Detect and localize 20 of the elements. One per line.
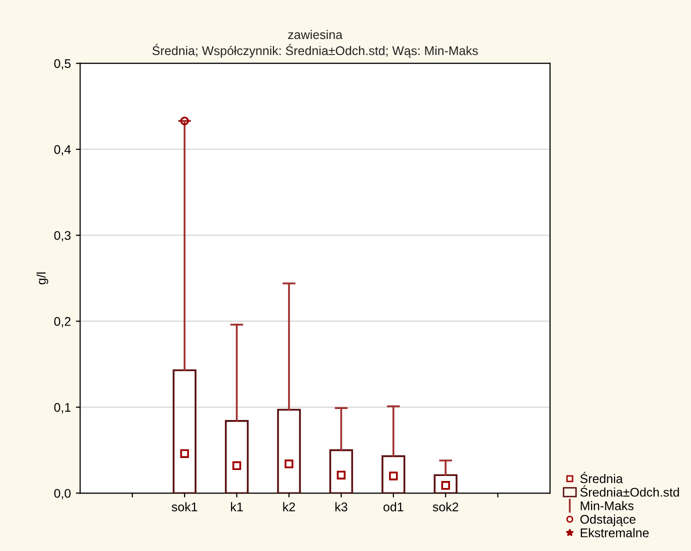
y-tick-label: 0,1 bbox=[54, 402, 71, 414]
x-tick-label: k3 bbox=[335, 502, 348, 512]
y-tick-label: 0,2 bbox=[54, 317, 70, 328]
y-tick-label: 0,5 bbox=[54, 59, 71, 70]
x-tick-label: k2 bbox=[283, 502, 295, 512]
x-tick-label: sok1 bbox=[172, 502, 198, 512]
y-axis-title: g/l bbox=[36, 272, 48, 284]
chart-subtitle: Średnia; Współczynnik: Średnia±Odch.std; Wąs: Min-Maks bbox=[152, 44, 478, 58]
chart-title: zawiesina bbox=[288, 30, 343, 40]
y-tick-label: 0,3 bbox=[54, 231, 71, 242]
x-tick-label: sok2 bbox=[432, 502, 458, 512]
text: Min-Maks bbox=[580, 501, 634, 510]
x-tick-label: od1 bbox=[384, 502, 404, 512]
y-tick-label: 0,4 bbox=[54, 145, 71, 156]
text: Odstające bbox=[580, 514, 636, 526]
x-tick-label: k1 bbox=[231, 502, 243, 512]
text: Średnia±Odch.std bbox=[580, 485, 679, 497]
y-tick-label: 0,0 bbox=[54, 488, 71, 500]
text: Ekstremalne bbox=[580, 528, 649, 538]
text: Średnia bbox=[580, 472, 623, 484]
